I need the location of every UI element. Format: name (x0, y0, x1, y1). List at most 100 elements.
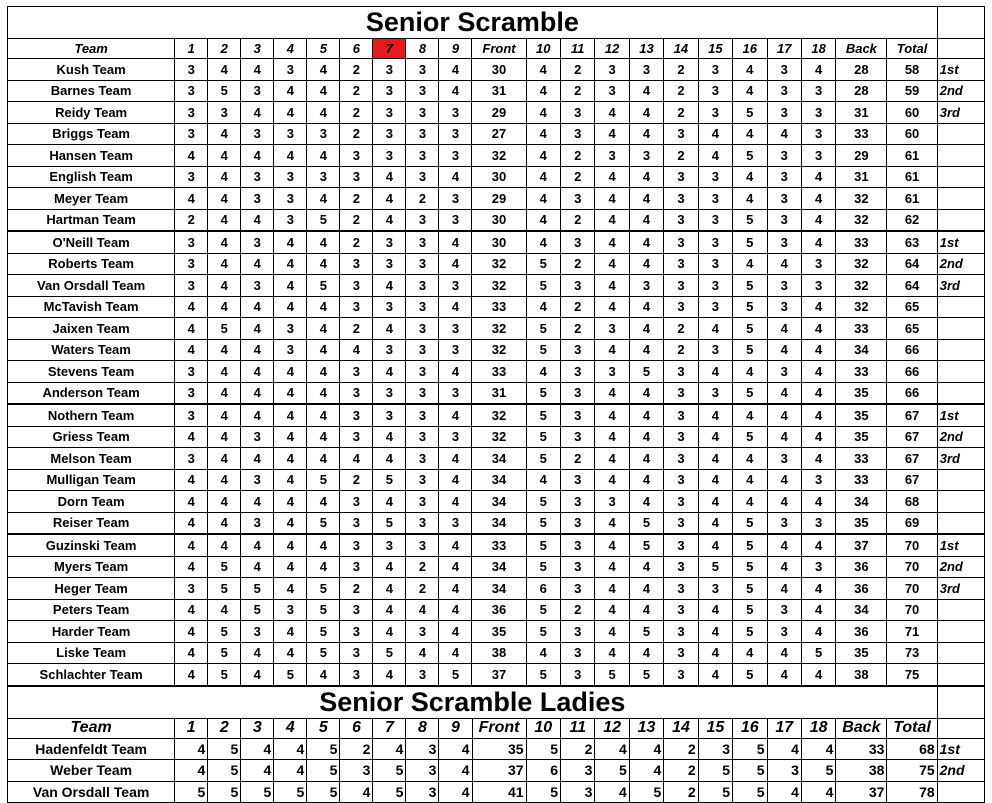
score: 67 (886, 447, 938, 470)
place (936, 620, 986, 643)
score: 3 (405, 533, 440, 557)
score: 4 (306, 425, 341, 448)
score: 4 (628, 598, 665, 621)
score: 3 (663, 447, 699, 470)
score: 75 (886, 663, 938, 686)
score: 4 (766, 122, 802, 145)
score: 2 (405, 187, 440, 210)
score: 5 (306, 598, 341, 621)
score: 4 (628, 295, 665, 318)
score: 4 (306, 663, 341, 686)
score: 3 (663, 598, 699, 621)
score: 3 (697, 230, 734, 254)
score: 3 (372, 101, 407, 124)
score: 3 (405, 295, 440, 318)
place (936, 780, 986, 803)
place (936, 187, 986, 210)
score: 2 (559, 447, 596, 470)
score: 5 (273, 780, 308, 803)
score: 4 (372, 577, 407, 600)
team-name: O'Neill Team (6, 230, 176, 254)
score: 4 (628, 490, 665, 513)
score: 3 (766, 511, 802, 535)
score: 38 (835, 663, 888, 686)
score: 3 (559, 338, 596, 361)
score: 3 (405, 360, 440, 383)
score: 2 (174, 208, 209, 232)
score: 4 (766, 403, 802, 427)
score: 4 (273, 252, 308, 275)
score: 3 (405, 122, 440, 145)
score: 5 (732, 780, 768, 803)
score: 3 (438, 317, 473, 340)
place (936, 663, 986, 686)
score: 64 (886, 274, 938, 297)
score: 5 (732, 598, 768, 621)
score: 4 (405, 598, 440, 621)
score: 32 (835, 187, 888, 210)
team-row: Van Orsdall Team 3 4 3 4 5 3 4 3 3 32 5 3 4 3 3 3 5 3 3 32 64… (6, 274, 986, 297)
team-row: Hansen Team 4 4 4 4 4 3 3 3 3 32 4 2 3 3 2 4 5 3 3 29 61 (6, 144, 986, 167)
team-name: Myers Team (6, 555, 176, 578)
header-cell: 6 (339, 717, 374, 739)
score: 68 (886, 737, 938, 760)
score: 4 (306, 79, 341, 102)
place (936, 122, 986, 145)
score: 5 (525, 252, 561, 275)
place: 2nd (936, 759, 986, 782)
score: 4 (174, 663, 209, 686)
score: 35 (471, 620, 527, 643)
score: 4 (306, 101, 341, 124)
score: 3 (174, 252, 209, 275)
score: 4 (697, 620, 734, 643)
score: 4 (800, 165, 837, 188)
score: 4 (732, 468, 768, 491)
score: 4 (594, 533, 630, 557)
score: 4 (800, 425, 837, 448)
score: 3 (405, 230, 440, 254)
score: 70 (886, 598, 938, 621)
score: 30 (471, 208, 527, 232)
place: 2nd (936, 79, 986, 102)
score: 4 (438, 447, 473, 470)
score: 4 (732, 165, 768, 188)
score: 3 (663, 555, 699, 578)
place (936, 165, 986, 188)
team-name: Hartman Team (6, 208, 176, 232)
score: 32 (471, 317, 527, 340)
score: 3 (697, 274, 734, 297)
score: 4 (240, 338, 275, 361)
score: 5 (372, 511, 407, 535)
score: 4 (594, 338, 630, 361)
team-name: Stevens Team (6, 360, 176, 383)
team-row: Myers Team 4 5 4 4 4 3 4 2 4 34 5 3 4 4 3 5 5 4 3 36 70 2nd (6, 555, 986, 578)
score: 4 (732, 360, 768, 383)
team-row: Anderson Team 3 4 4 4 4 3 3 3 3 31 5 3 4 4 3 3 5 4 4 35 66 (6, 381, 986, 405)
score: 5 (273, 663, 308, 686)
score: 3 (559, 555, 596, 578)
score: 4 (438, 230, 473, 254)
score: 2 (663, 759, 699, 782)
score: 4 (174, 641, 209, 664)
header-cell: Front (471, 38, 527, 59)
header-cell: 13 (628, 38, 665, 59)
score: 6 (525, 759, 561, 782)
score: 31 (835, 101, 888, 124)
score: 29 (471, 101, 527, 124)
score: 38 (835, 759, 888, 782)
score: 4 (628, 187, 665, 210)
score: 3 (559, 490, 596, 513)
score: 5 (525, 598, 561, 621)
score: 4 (372, 490, 407, 513)
score: 5 (525, 780, 561, 803)
score: 3 (240, 468, 275, 491)
header-cell: 9 (438, 38, 473, 59)
score: 4 (240, 447, 275, 470)
header-cell: 2 (207, 38, 242, 59)
score: 5 (732, 533, 768, 557)
team-row: English Team 3 4 3 3 3 3 4 3 4 30 4 2 4 4 3 3 4 3 4 31 61 (6, 165, 986, 188)
score: 5 (207, 641, 242, 664)
score: 3 (800, 511, 837, 535)
score: 3 (405, 101, 440, 124)
score: 4 (732, 187, 768, 210)
